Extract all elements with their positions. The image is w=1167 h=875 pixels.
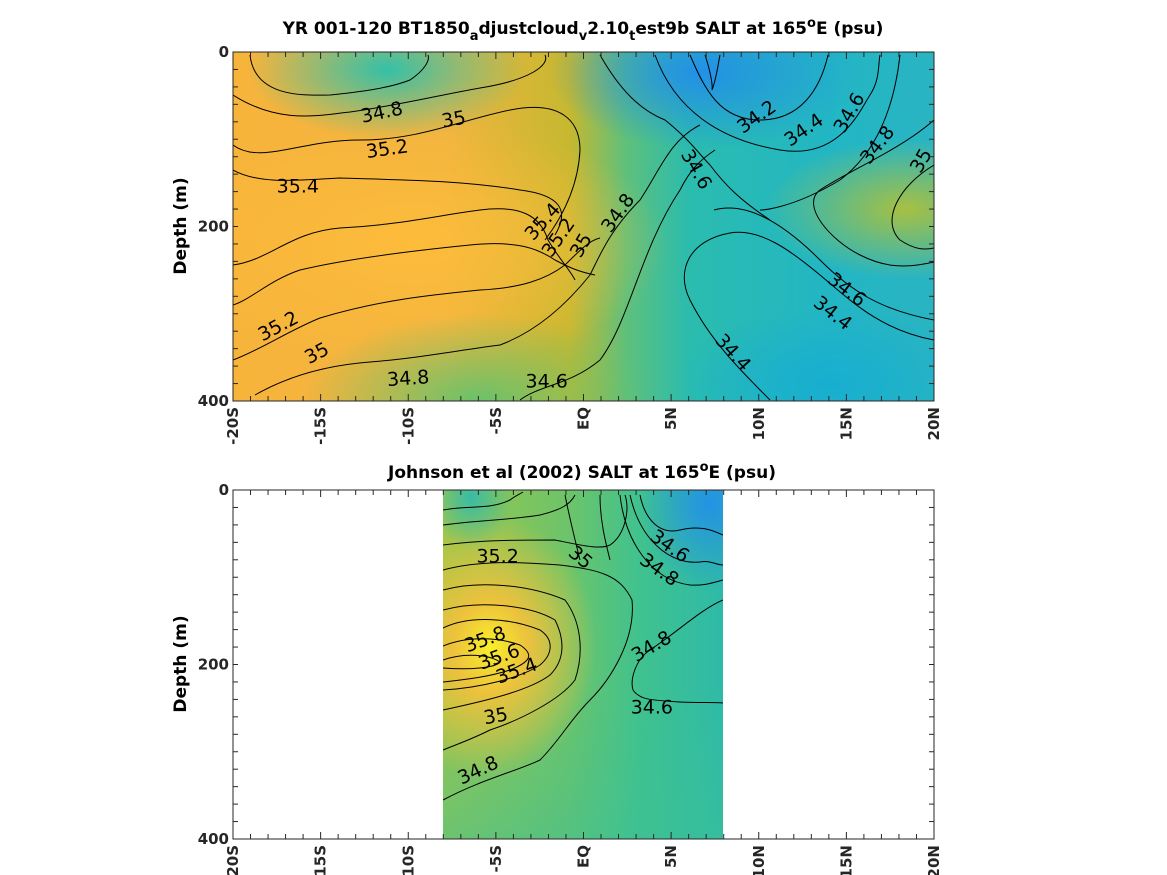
- panel-observation: Johnson et al (2002) SALT at 165oE (psu): [171, 460, 943, 875]
- panel-title: YR 001-120 BT1850adjustcloudv2.10test9b …: [282, 16, 884, 44]
- x-tick-label: 20N: [925, 845, 943, 875]
- contour-label: 35: [482, 703, 510, 729]
- panel-title: Johnson et al (2002) SALT at 165oE (psu): [387, 460, 776, 483]
- y-tick-label: 200: [198, 656, 229, 674]
- x-tick-label: 15N: [837, 845, 855, 875]
- contour-label: 34.6: [526, 370, 568, 392]
- x-tick-label: EQ: [575, 845, 593, 868]
- y-tick-label: 0: [219, 481, 229, 499]
- contour-label: 34.6: [631, 697, 673, 719]
- x-tick-label: EQ: [575, 407, 593, 430]
- x-tick-label: -15S: [312, 407, 330, 445]
- axis-ticks: -20S -15S -10S -5S EQ 5N 10N 15N 20N 0 200 400: [198, 43, 943, 445]
- x-tick-label: -15S: [312, 845, 330, 875]
- x-tick-label: 15N: [837, 407, 855, 440]
- y-tick-label: 400: [198, 830, 229, 848]
- x-tick-label: 5N: [662, 845, 680, 868]
- y-axis-label: Depth (m): [171, 177, 191, 274]
- contour-lines: [233, 54, 934, 401]
- x-tick-label: -20S: [224, 407, 242, 445]
- x-tick-label: 10N: [750, 407, 768, 440]
- x-tick-label: 20N: [925, 407, 943, 440]
- panel-model: YR 001-120 BT1850adjustcloudv2.10test9b …: [171, 16, 943, 445]
- x-tick-label: -5S: [487, 407, 505, 434]
- x-tick-label: -10S: [399, 407, 417, 445]
- salinity-field: [233, 52, 934, 401]
- contour-label: 35.2: [476, 546, 518, 568]
- contour-label: 35: [440, 107, 468, 133]
- axis-ticks: -20S -15S -10S -5S EQ 5N 10N 15N 20N 0 200 400: [198, 481, 943, 875]
- y-axis-label: Depth (m): [171, 615, 191, 712]
- x-tick-label: -5S: [487, 845, 505, 872]
- contour-lines: [443, 491, 723, 801]
- contour-label: 34.8: [386, 366, 430, 391]
- salinity-field: [443, 490, 723, 839]
- y-tick-label: 400: [198, 392, 229, 410]
- x-tick-label: -10S: [399, 845, 417, 875]
- contour-label: 35.4: [277, 176, 319, 198]
- x-tick-label: -20S: [224, 845, 242, 875]
- y-tick-label: 0: [219, 43, 229, 61]
- x-tick-label: 5N: [662, 407, 680, 430]
- x-tick-label: 10N: [750, 845, 768, 875]
- y-tick-label: 200: [198, 218, 229, 236]
